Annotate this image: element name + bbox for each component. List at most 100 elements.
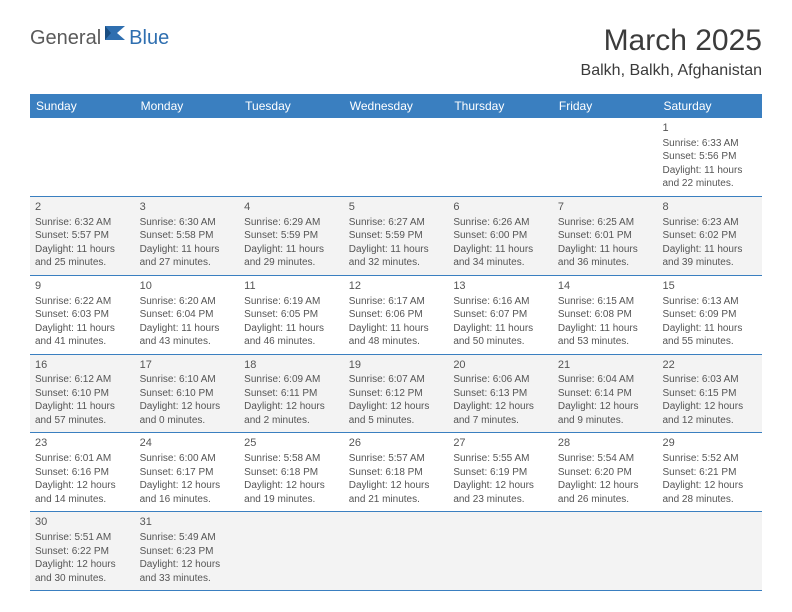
day-cell: 7Sunrise: 6:25 AMSunset: 6:01 PMDaylight… [553, 197, 658, 275]
day-detail: Sunset: 6:12 PM [349, 387, 444, 401]
location-subtitle: Balkh, Balkh, Afghanistan [581, 62, 762, 80]
day-detail: and 5 minutes. [349, 414, 444, 428]
empty-day-cell [344, 118, 449, 196]
day-number: 16 [35, 358, 130, 373]
day-number: 30 [35, 515, 130, 530]
day-cell: 24Sunrise: 6:00 AMSunset: 6:17 PMDayligh… [135, 433, 240, 511]
day-detail: Sunrise: 6:16 AM [453, 295, 548, 309]
day-number: 29 [662, 436, 757, 451]
day-detail: and 28 minutes. [662, 493, 757, 507]
page-title: March 2025 [581, 24, 762, 58]
day-detail: and 23 minutes. [453, 493, 548, 507]
day-detail: and 57 minutes. [35, 414, 130, 428]
day-detail: and 34 minutes. [453, 256, 548, 270]
day-detail: Sunset: 5:56 PM [662, 150, 757, 164]
day-detail: Sunset: 6:06 PM [349, 308, 444, 322]
day-cell: 22Sunrise: 6:03 AMSunset: 6:15 PMDayligh… [657, 355, 762, 433]
day-detail: Daylight: 11 hours [140, 243, 235, 257]
day-cell: 27Sunrise: 5:55 AMSunset: 6:19 PMDayligh… [448, 433, 553, 511]
day-detail: Sunset: 6:17 PM [140, 466, 235, 480]
day-detail: Daylight: 12 hours [35, 479, 130, 493]
logo-text-blue: Blue [129, 27, 169, 50]
day-detail: Sunset: 6:00 PM [453, 229, 548, 243]
day-cell: 15Sunrise: 6:13 AMSunset: 6:09 PMDayligh… [657, 276, 762, 354]
day-detail: Daylight: 12 hours [349, 400, 444, 414]
day-cell: 17Sunrise: 6:10 AMSunset: 6:10 PMDayligh… [135, 355, 240, 433]
day-detail: Sunrise: 6:06 AM [453, 373, 548, 387]
week-row: 30Sunrise: 5:51 AMSunset: 6:22 PMDayligh… [30, 512, 762, 591]
day-number: 21 [558, 358, 653, 373]
empty-day-cell [657, 512, 762, 590]
day-detail: Sunrise: 6:13 AM [662, 295, 757, 309]
day-detail: and 22 minutes. [662, 177, 757, 191]
day-number: 6 [453, 200, 548, 215]
day-detail: Sunrise: 6:32 AM [35, 216, 130, 230]
empty-day-cell [239, 118, 344, 196]
day-detail: Daylight: 12 hours [244, 400, 339, 414]
day-number: 23 [35, 436, 130, 451]
day-detail: and 53 minutes. [558, 335, 653, 349]
day-detail: Sunrise: 6:01 AM [35, 452, 130, 466]
day-detail: Sunrise: 6:33 AM [662, 137, 757, 151]
week-row: 23Sunrise: 6:01 AMSunset: 6:16 PMDayligh… [30, 433, 762, 512]
day-detail: Daylight: 12 hours [244, 479, 339, 493]
day-detail: Daylight: 12 hours [349, 479, 444, 493]
day-detail: Daylight: 11 hours [662, 243, 757, 257]
day-detail: Sunset: 5:57 PM [35, 229, 130, 243]
day-number: 22 [662, 358, 757, 373]
day-detail: Daylight: 12 hours [453, 479, 548, 493]
day-detail: Daylight: 12 hours [35, 558, 130, 572]
day-detail: Sunset: 6:04 PM [140, 308, 235, 322]
day-cell: 2Sunrise: 6:32 AMSunset: 5:57 PMDaylight… [30, 197, 135, 275]
day-detail: Daylight: 12 hours [453, 400, 548, 414]
day-detail: and 41 minutes. [35, 335, 130, 349]
empty-day-cell [239, 512, 344, 590]
day-detail: Sunrise: 6:27 AM [349, 216, 444, 230]
day-number: 4 [244, 200, 339, 215]
weekday-header: Friday [553, 94, 658, 118]
empty-day-cell [135, 118, 240, 196]
day-detail: Sunrise: 5:54 AM [558, 452, 653, 466]
title-block: March 2025 Balkh, Balkh, Afghanistan [581, 24, 762, 80]
flag-icon [105, 24, 127, 45]
day-detail: Sunrise: 6:22 AM [35, 295, 130, 309]
day-number: 5 [349, 200, 444, 215]
empty-day-cell [344, 512, 449, 590]
day-detail: Sunrise: 5:58 AM [244, 452, 339, 466]
day-detail: Sunset: 6:22 PM [35, 545, 130, 559]
day-cell: 20Sunrise: 6:06 AMSunset: 6:13 PMDayligh… [448, 355, 553, 433]
day-detail: Sunset: 6:09 PM [662, 308, 757, 322]
day-number: 1 [662, 121, 757, 136]
day-cell: 3Sunrise: 6:30 AMSunset: 5:58 PMDaylight… [135, 197, 240, 275]
day-number: 9 [35, 279, 130, 294]
day-detail: Daylight: 11 hours [349, 243, 444, 257]
day-cell: 28Sunrise: 5:54 AMSunset: 6:20 PMDayligh… [553, 433, 658, 511]
day-detail: Sunrise: 6:09 AM [244, 373, 339, 387]
weekday-header: Thursday [448, 94, 553, 118]
day-detail: and 36 minutes. [558, 256, 653, 270]
day-detail: Daylight: 11 hours [244, 243, 339, 257]
day-number: 13 [453, 279, 548, 294]
day-detail: Sunrise: 6:10 AM [140, 373, 235, 387]
day-cell: 13Sunrise: 6:16 AMSunset: 6:07 PMDayligh… [448, 276, 553, 354]
day-detail: and 46 minutes. [244, 335, 339, 349]
day-detail: Daylight: 12 hours [140, 558, 235, 572]
empty-day-cell [448, 512, 553, 590]
day-detail: Daylight: 11 hours [244, 322, 339, 336]
day-detail: and 0 minutes. [140, 414, 235, 428]
day-number: 25 [244, 436, 339, 451]
day-detail: Sunrise: 6:00 AM [140, 452, 235, 466]
day-cell: 10Sunrise: 6:20 AMSunset: 6:04 PMDayligh… [135, 276, 240, 354]
day-detail: and 33 minutes. [140, 572, 235, 586]
day-detail: Sunrise: 6:19 AM [244, 295, 339, 309]
day-cell: 25Sunrise: 5:58 AMSunset: 6:18 PMDayligh… [239, 433, 344, 511]
day-detail: Sunset: 6:13 PM [453, 387, 548, 401]
header: General Blue March 2025 Balkh, Balkh, Af… [0, 0, 792, 88]
day-detail: and 48 minutes. [349, 335, 444, 349]
day-detail: Daylight: 12 hours [662, 479, 757, 493]
day-number: 19 [349, 358, 444, 373]
day-cell: 26Sunrise: 5:57 AMSunset: 6:18 PMDayligh… [344, 433, 449, 511]
day-detail: Sunrise: 6:04 AM [558, 373, 653, 387]
week-row: 2Sunrise: 6:32 AMSunset: 5:57 PMDaylight… [30, 197, 762, 276]
day-detail: Sunrise: 5:49 AM [140, 531, 235, 545]
